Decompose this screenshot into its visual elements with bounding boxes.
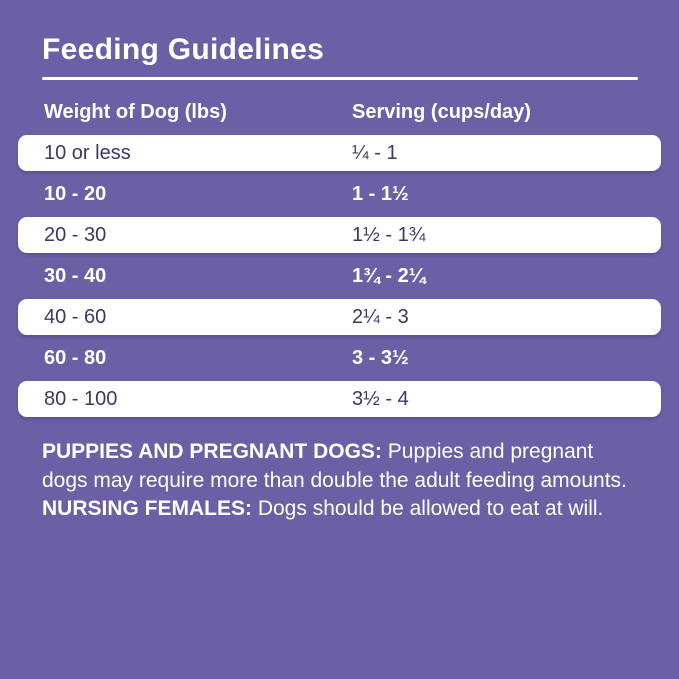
serving-cell: 1½ - 1¾ xyxy=(352,224,426,246)
weight-cell: 60 - 80 xyxy=(44,347,107,369)
footnote-bold-segment: PUPPIES AND PREGNANT DOGS: xyxy=(42,440,382,463)
weight-cell: 10 or less xyxy=(44,142,131,164)
table-column-headers: Weight of Dog (lbs) Serving (cups/day) xyxy=(0,101,679,125)
weight-cell: 10 - 20 xyxy=(44,183,107,205)
serving-cell: 1 - 1½ xyxy=(352,183,409,205)
table-row: 30 - 40 1¾ - 2¼ xyxy=(18,258,661,294)
column-header-weight: Weight of Dog (lbs) xyxy=(44,101,227,123)
title-underline xyxy=(42,77,638,80)
serving-cell: ¼ - 1 xyxy=(352,142,398,164)
table-row: 40 - 60 2¼ - 3 xyxy=(18,299,661,335)
table-row: 20 - 30 1½ - 1¾ xyxy=(18,217,661,253)
serving-cell: 3½ - 4 xyxy=(352,388,409,410)
footnote-segment: Dogs should be allowed to eat at will. xyxy=(252,497,604,520)
weight-cell: 20 - 30 xyxy=(44,224,107,246)
table-row: 60 - 80 3 - 3½ xyxy=(18,340,661,376)
footnote-segment: Puppies and pregnant dogs may require mo… xyxy=(42,440,627,492)
column-header-serving: Serving (cups/day) xyxy=(352,101,531,123)
weight-cell: 30 - 40 xyxy=(44,265,107,287)
serving-cell: 2¼ - 3 xyxy=(352,306,409,328)
feeding-table: 10 or less ¼ - 1 10 - 20 1 - 1½ 20 - 30 1½ - … xyxy=(18,135,661,422)
weight-cell: 80 - 100 xyxy=(44,388,118,410)
footnote-bold-segment: NURSING FEMALES: xyxy=(42,497,252,520)
serving-cell: 1¾ - 2¼ xyxy=(352,265,426,287)
table-row: 10 or less ¼ - 1 xyxy=(18,135,661,171)
serving-cell: 3 - 3½ xyxy=(352,347,409,369)
table-row: 80 - 100 3½ - 4 xyxy=(18,381,661,417)
footnote-text: PUPPIES AND PREGNANT DOGS: Puppies and p… xyxy=(42,438,640,524)
page-title: Feeding Guidelines xyxy=(42,33,325,66)
table-row: 10 - 20 1 - 1½ xyxy=(18,176,661,212)
weight-cell: 40 - 60 xyxy=(44,306,107,328)
